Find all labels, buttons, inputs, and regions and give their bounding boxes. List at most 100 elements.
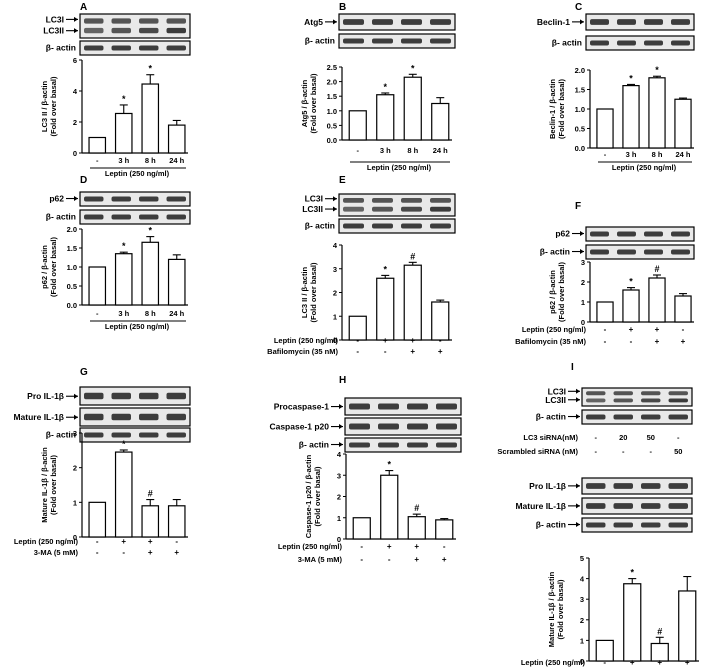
blot-band: [111, 27, 131, 34]
panel-letter: D: [80, 175, 87, 186]
blot-band: [372, 223, 393, 229]
treatment-sign: -: [630, 337, 633, 346]
y-tick-label: 0.0: [575, 144, 585, 153]
significance-marker: *: [629, 73, 633, 83]
x-tick-label: 8 h: [407, 146, 418, 155]
arrow-icon: [333, 19, 337, 25]
blot-label: Caspase-1 p20: [269, 422, 329, 432]
blot-label: β- actin: [46, 430, 76, 440]
blot-band: [590, 40, 609, 46]
bar: [88, 136, 107, 154]
blot-strip: [344, 437, 462, 453]
treatment-sign: -: [122, 548, 125, 557]
treatment-sign: -: [622, 447, 625, 456]
y-axis-label: p62 / β-actin: [548, 270, 557, 314]
treatment-sign: +: [681, 337, 686, 346]
treatment-label: 3-MA (5 mM): [298, 555, 343, 564]
y-tick-label: 5: [580, 554, 584, 563]
treatment-sign: -: [604, 325, 607, 334]
blot-band: [343, 223, 364, 229]
blot-label: β- actin: [46, 212, 76, 222]
x-tick-label: 3 h: [626, 150, 637, 159]
blot-strip: [585, 35, 695, 51]
blot-label: Pro IL-1β: [529, 481, 566, 491]
blot-band: [586, 503, 606, 509]
blot-band: [436, 423, 457, 430]
x-tick-label: -: [604, 150, 607, 159]
y-axis-label: Beclin-1 / β-actin: [548, 79, 557, 139]
significance-marker: *: [122, 241, 126, 251]
y-tick-label: 2: [73, 118, 77, 127]
blot-band: [166, 196, 186, 202]
treatment-sign: +: [629, 325, 634, 334]
y-tick-label: 3: [581, 258, 585, 267]
bar: [376, 277, 395, 341]
blot-band: [590, 249, 609, 255]
blot-band: [378, 423, 399, 430]
blot-band: [343, 38, 364, 44]
y-tick-label: 2.0: [67, 225, 77, 234]
blot-label: Mature IL-1β: [515, 501, 566, 511]
treatment-sign: +: [657, 658, 662, 667]
y-tick-label: 2.0: [327, 78, 337, 87]
y-axis-label: (Fold over basal): [556, 579, 565, 640]
blot-label: β- actin: [536, 412, 566, 422]
treatment-label: Bafilomycin (35 nM): [267, 347, 338, 356]
y-axis-label: Mature IL-1β / β-actin: [547, 571, 556, 647]
blot-strip: [581, 497, 693, 515]
blot-band: [586, 483, 606, 489]
y-tick-label: 0: [73, 533, 77, 542]
bar: [407, 516, 426, 540]
bar: [431, 301, 450, 341]
panel-h: H Procaspase-1 Caspase-1 p20 β- actin 0 1 2 3 4 C…: [269, 375, 462, 564]
blot-band: [84, 18, 104, 24]
blot-band: [641, 522, 661, 528]
blot-band: [586, 522, 606, 528]
blot-band: [111, 196, 131, 202]
treatment-label: Scrambled siRNA (nM): [497, 447, 578, 456]
significance-marker: *: [148, 226, 152, 236]
treatment-sign: +: [410, 336, 415, 345]
y-tick-label: 0: [333, 336, 337, 345]
blot-band: [613, 391, 633, 396]
blot-label: LC3II: [43, 26, 64, 36]
bar: [622, 84, 640, 149]
blot-band: [641, 398, 661, 403]
bar: [88, 501, 107, 538]
blot-band: [430, 206, 451, 212]
x-tick-label: 24 h: [433, 146, 448, 155]
treatment-sign: 50: [674, 447, 682, 456]
arrow-icon: [576, 414, 580, 420]
blot-band: [166, 18, 186, 24]
bar: [431, 102, 450, 141]
blot-label: Pro IL-1β: [27, 391, 64, 401]
y-tick-label: 3: [580, 595, 584, 604]
group-label: Leptin (250 ng/ml): [105, 322, 170, 331]
blot-band: [111, 413, 131, 421]
bar: [167, 505, 186, 538]
blot-band: [84, 413, 104, 421]
arrow-icon: [576, 388, 580, 394]
x-tick-label: -: [357, 146, 360, 155]
blot-strip: [585, 13, 695, 31]
panel-letter: E: [339, 175, 346, 186]
blot-band: [613, 398, 633, 403]
blot-band: [111, 392, 131, 400]
y-tick-label: 0.5: [67, 282, 77, 291]
group-label: Leptin (250 ng/ml): [612, 163, 677, 172]
blot-band: [349, 403, 370, 410]
bar: [623, 583, 642, 662]
treatment-sign: +: [414, 555, 419, 564]
blot-band: [613, 414, 633, 420]
y-tick-label: 4: [337, 450, 342, 459]
blot-label: β- actin: [540, 247, 570, 257]
blot-band: [401, 206, 422, 212]
x-tick-label: 24 h: [675, 150, 690, 159]
treatment-sign: -: [384, 347, 387, 356]
blot-band: [139, 413, 159, 421]
y-tick-label: 0.0: [327, 136, 337, 145]
blot-band: [586, 414, 606, 420]
